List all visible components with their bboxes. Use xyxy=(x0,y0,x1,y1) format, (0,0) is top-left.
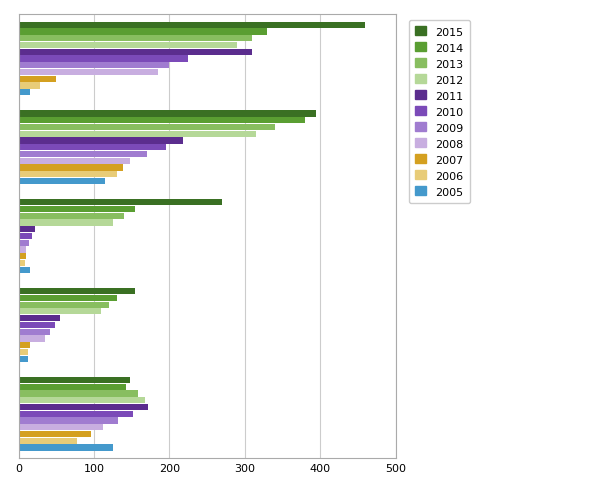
Bar xyxy=(18,322,55,328)
Bar xyxy=(18,261,24,266)
Bar xyxy=(18,445,113,451)
Bar xyxy=(18,424,103,430)
Bar xyxy=(18,397,145,404)
Bar xyxy=(18,390,138,397)
Bar xyxy=(18,131,256,138)
Bar xyxy=(18,49,252,56)
Bar xyxy=(18,63,169,69)
Bar xyxy=(18,315,60,322)
Bar xyxy=(18,411,133,417)
Bar xyxy=(18,431,91,437)
Bar xyxy=(18,22,365,29)
Bar xyxy=(18,220,113,226)
Bar xyxy=(18,83,40,89)
Bar xyxy=(18,308,102,315)
Bar xyxy=(18,152,147,158)
Bar xyxy=(18,404,148,410)
Bar xyxy=(18,349,27,355)
Bar xyxy=(18,29,267,36)
Bar xyxy=(18,118,305,124)
Bar xyxy=(18,43,238,49)
Bar xyxy=(18,213,124,220)
Bar xyxy=(18,77,56,82)
Bar xyxy=(18,438,77,444)
Bar xyxy=(18,240,29,246)
Bar xyxy=(18,288,135,295)
Bar xyxy=(18,36,252,42)
Bar xyxy=(18,227,35,233)
Bar xyxy=(18,158,130,164)
Bar xyxy=(18,200,222,206)
Bar xyxy=(18,343,30,348)
Bar xyxy=(18,145,166,151)
Bar xyxy=(18,111,317,117)
Bar xyxy=(18,90,30,96)
Bar xyxy=(18,302,109,308)
Legend: 2015, 2014, 2013, 2012, 2011, 2010, 2009, 2008, 2007, 2006, 2005: 2015, 2014, 2013, 2012, 2011, 2010, 2009… xyxy=(409,20,470,204)
Bar xyxy=(18,418,118,424)
Bar xyxy=(18,329,50,335)
Bar xyxy=(18,356,27,362)
Bar xyxy=(18,336,45,342)
Bar xyxy=(18,206,135,213)
Bar xyxy=(18,172,116,178)
Bar xyxy=(18,124,275,131)
Bar xyxy=(18,138,183,144)
Bar xyxy=(18,233,32,240)
Bar xyxy=(18,165,122,171)
Bar xyxy=(18,295,116,302)
Bar xyxy=(18,384,125,390)
Bar xyxy=(18,179,105,185)
Bar xyxy=(18,247,26,253)
Bar xyxy=(18,267,30,273)
Bar xyxy=(18,377,130,383)
Bar xyxy=(18,70,158,76)
Bar xyxy=(18,56,188,62)
Bar xyxy=(18,254,26,260)
